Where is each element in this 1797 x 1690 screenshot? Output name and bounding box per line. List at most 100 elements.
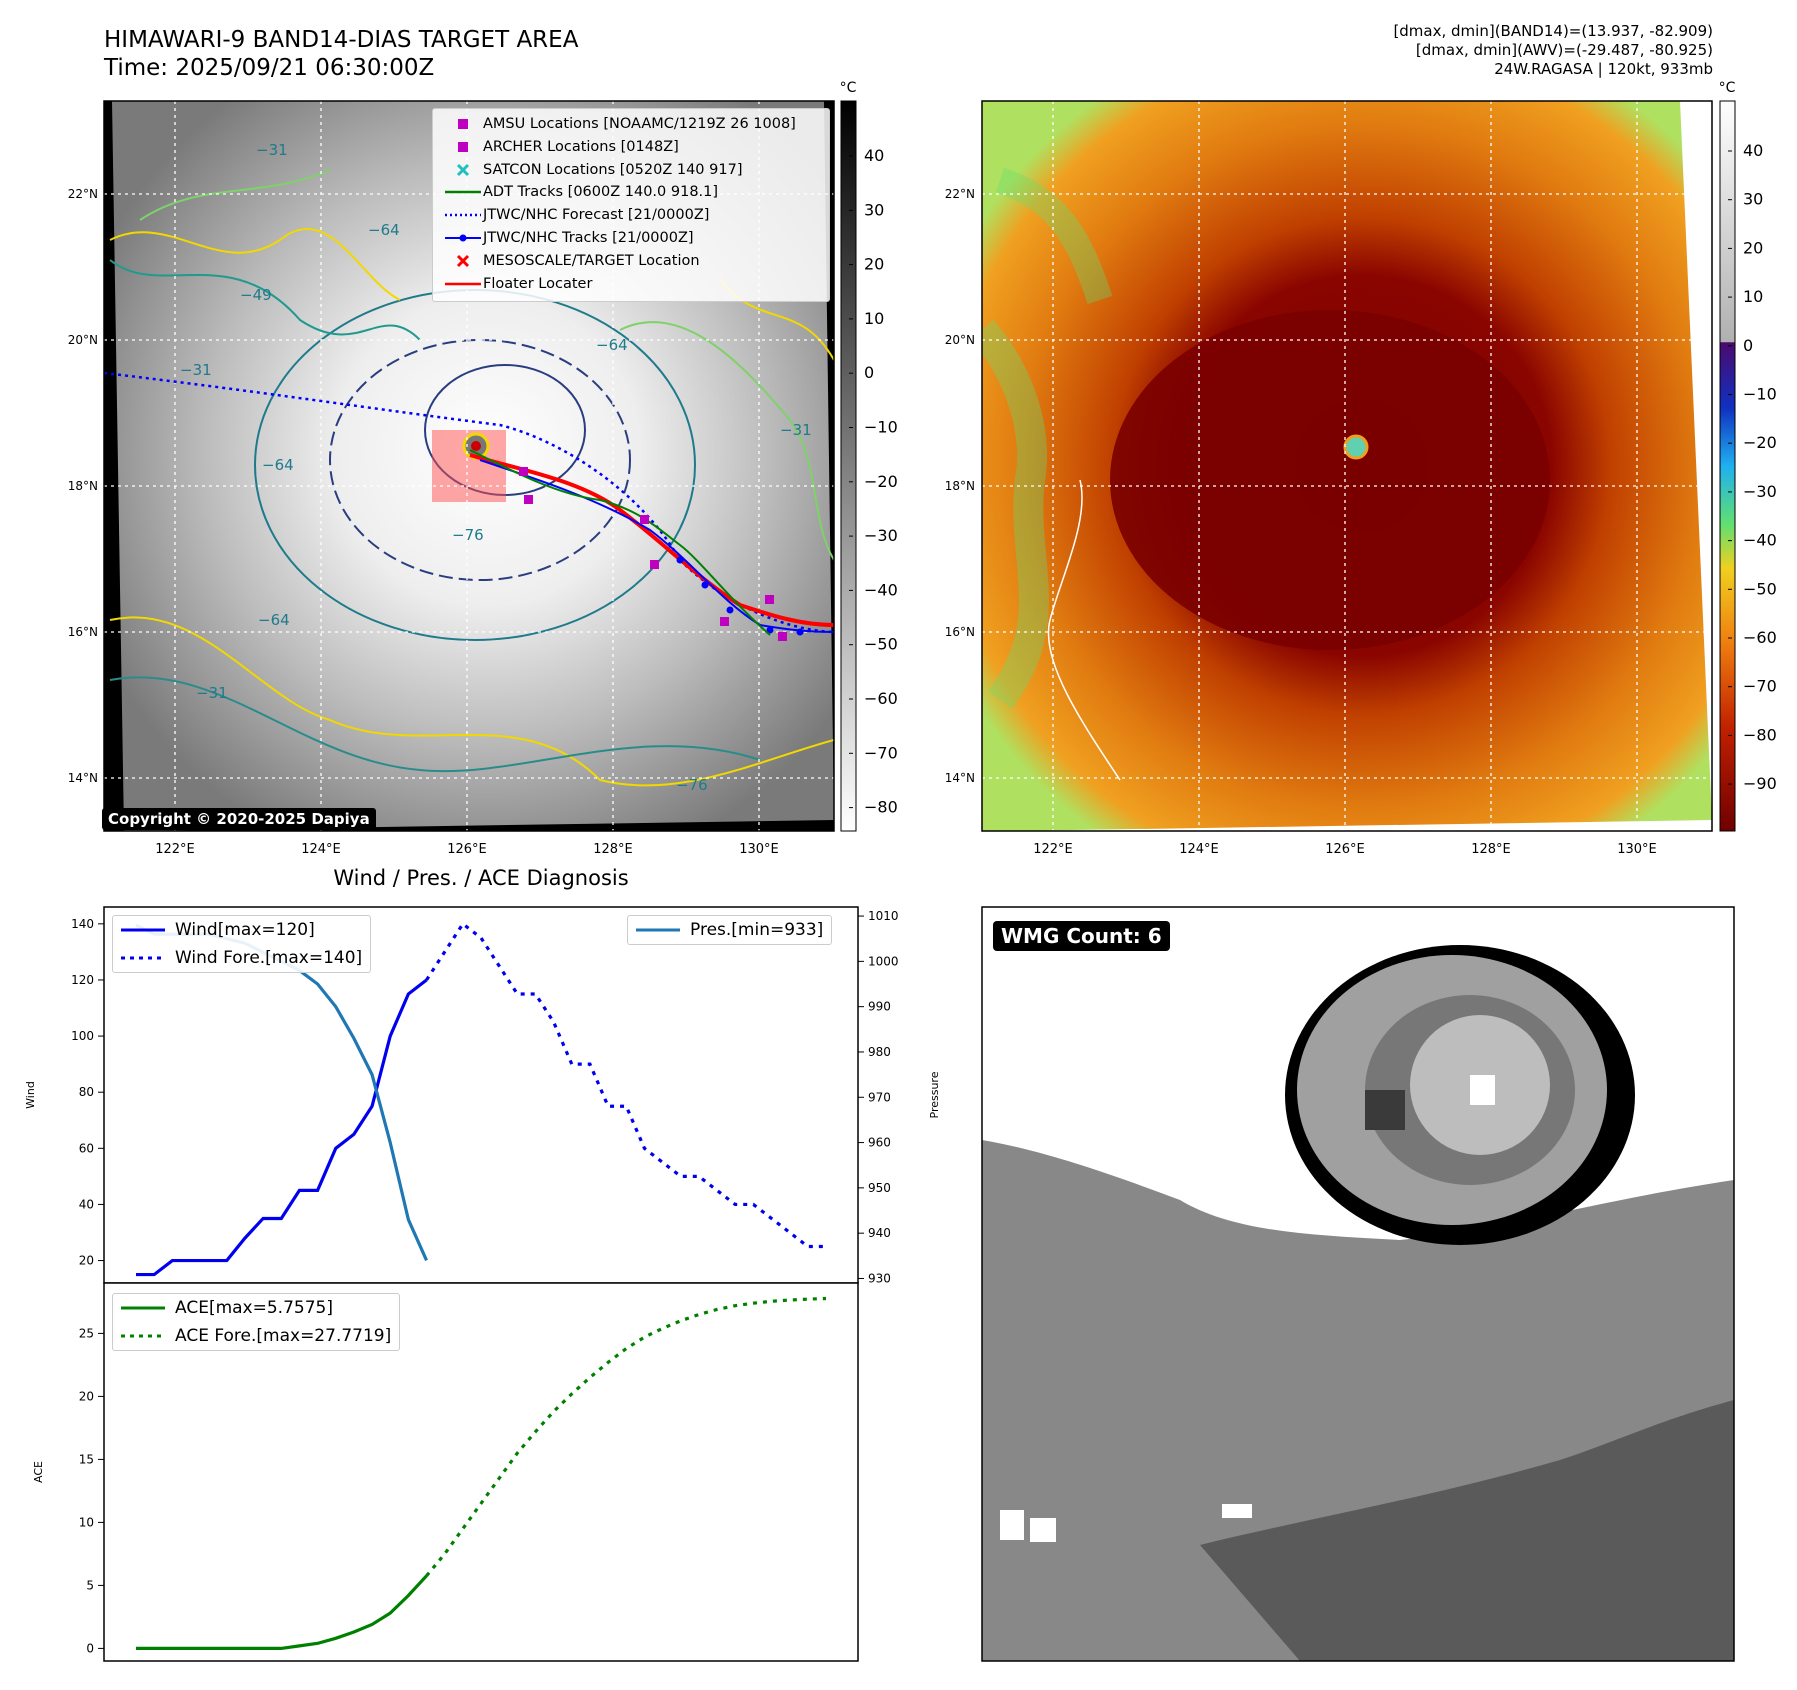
colorbar-left-tick-label: 40	[864, 146, 884, 165]
lat-label: 18°N	[68, 479, 98, 493]
wind-tick-label: 140	[71, 917, 94, 931]
pressure-tick-label: 1010	[868, 909, 899, 923]
contour-label: −64	[368, 221, 400, 239]
pressure-tick-label: 970	[868, 1090, 891, 1104]
lat-label: 16°N	[945, 625, 975, 639]
contour-label: −76	[452, 526, 484, 544]
track-legend-entry: JTWC/NHC Tracks [21/0000Z]	[443, 227, 694, 249]
colorbar-left-tick-label: 10	[864, 309, 884, 328]
ace-tick-label: 10	[79, 1515, 94, 1529]
legend-symbol	[443, 205, 483, 225]
contour-label: −64	[262, 456, 294, 474]
lon-label: 124°E	[301, 842, 341, 857]
colorbar-right-tick-label: −20	[1743, 433, 1777, 452]
pressure-tick-label: 980	[868, 1045, 891, 1059]
legend-symbol	[443, 160, 483, 180]
colorbar-left-tick-label: −40	[864, 580, 898, 599]
ace-series-line-0	[136, 1574, 428, 1651]
contour-label: −49	[240, 286, 272, 304]
legend-label: AMSU Locations [NOAAMC/1219Z 26 1008]	[483, 116, 796, 132]
ace-tick-label: 20	[79, 1389, 94, 1403]
colorbar-left-tick-label: 30	[864, 200, 884, 219]
colorbar-right: °C 40 30 20 10 0 −10 −20 −30 −40 −50 −60 −70 −80 −90	[1719, 80, 1777, 832]
ir-map-right	[981, 100, 1713, 832]
pressure-legend: Pres.[min=933]	[627, 915, 833, 945]
colorbar-left-tick-label: −60	[864, 689, 898, 708]
ace-legend-label: ACE[max=5.7575]	[175, 1298, 333, 1318]
legend-symbol	[443, 182, 483, 202]
colorbar-right-unit: °C	[1719, 80, 1736, 96]
lon-labels-right: 122°E 124°E 126°E 128°E 130°E	[1033, 842, 1657, 857]
lat-label: 20°N	[68, 333, 98, 347]
lat-label: 18°N	[945, 479, 975, 493]
contour-label: −31	[196, 684, 228, 702]
colorbar-right-tick-label: −50	[1743, 579, 1777, 598]
colorbar-left-tick-label: −50	[864, 635, 898, 654]
lat-label: 20°N	[945, 333, 975, 347]
wind-tick-label: 100	[71, 1029, 94, 1043]
lon-label: 128°E	[593, 842, 633, 857]
lon-label: 126°E	[447, 842, 487, 857]
lat-labels-left: 22°N 20°N 18°N 16°N 14°N	[68, 187, 98, 785]
colorbar-right-tick-label: 10	[1743, 287, 1763, 306]
pressure-legend-label: Pres.[min=933]	[690, 920, 824, 940]
lon-label: 130°E	[739, 842, 779, 857]
title-line-1: HIMAWARI-9 BAND14-DIAS TARGET AREA	[104, 27, 579, 53]
lat-labels-right: 22°N 20°N 18°N 16°N 14°N	[945, 187, 975, 785]
lon-label: 122°E	[155, 842, 195, 857]
legend-symbol	[443, 137, 483, 157]
legend-label: MESOSCALE/TARGET Location	[483, 252, 700, 269]
wind-tick-label: 120	[71, 973, 94, 987]
colorbar-right-tick-label: 30	[1743, 190, 1763, 209]
track-legend-entry: Floater Locater	[443, 273, 592, 295]
colorbar-left-tick-label: 20	[864, 255, 884, 274]
colorbar-right-tick-label: −10	[1743, 385, 1777, 404]
lon-label: 122°E	[1033, 842, 1073, 857]
wmg-count-badge: WMG Count: 6	[993, 921, 1170, 951]
colorbar-right-tick-label: −80	[1743, 725, 1777, 744]
legend-label: SATCON Locations [0520Z 140 917]	[483, 161, 743, 178]
wind-legend-label: Wind[max=120]	[175, 920, 315, 940]
track-legend-entry: SATCON Locations [0520Z 140 917]	[443, 159, 742, 181]
ace-legend-entry: ACE[max=5.7575]	[113, 1294, 399, 1322]
ace-fore-legend-label: ACE Fore.[max=27.7719]	[175, 1326, 392, 1346]
chart-title: Wind / Pres. / ACE Diagnosis	[333, 866, 628, 890]
contour-label: −31	[780, 421, 812, 439]
series-line-1	[425, 921, 826, 1249]
colorbar-right-tick-label: 0	[1743, 336, 1753, 355]
lon-label: 130°E	[1617, 842, 1657, 857]
track-legend-entry: ADT Tracks [0600Z 140.0 918.1]	[443, 181, 718, 203]
legend-label: ADT Tracks [0600Z 140.0 918.1]	[483, 184, 719, 201]
pressure-legend-entry: Pres.[min=933]	[628, 916, 831, 944]
figure-title: HIMAWARI-9 BAND14-DIAS TARGET AREA Time: …	[104, 26, 578, 82]
colorbar-left-tick-label: −20	[864, 472, 898, 491]
legend-symbol	[443, 114, 483, 134]
pressure-tick-label: 950	[868, 1181, 891, 1195]
series-line-0	[136, 978, 428, 1277]
colorbar-right-tick-label: 20	[1743, 238, 1763, 257]
colorbar-right-tick-label: −70	[1743, 677, 1777, 696]
wind-fore-legend-label: Wind Fore.[max=140]	[175, 948, 363, 968]
legend-symbol	[443, 228, 483, 248]
wind-tick-label: 40	[79, 1197, 94, 1211]
colorbar-right-tick-label: −60	[1743, 628, 1777, 647]
pressure-tick-label: 960	[868, 1136, 891, 1150]
legend-label: JTWC/NHC Tracks [21/0000Z]	[483, 230, 694, 246]
track-legend-entry: AMSU Locations [NOAAMC/1219Z 26 1008]	[443, 113, 796, 135]
info-line-2: [dmax, dmin](AWV)=(-29.487, -80.925)	[1415, 41, 1713, 59]
wind-tick-label: 20	[79, 1254, 94, 1268]
contour-label: −31	[256, 141, 288, 159]
pressure-axis-label: Pressure	[928, 1071, 941, 1118]
lat-label: 16°N	[68, 625, 98, 639]
wmg-panel	[981, 906, 1735, 1662]
pressure-tick-label: 1000	[868, 954, 899, 968]
colorbar-left-unit: °C	[840, 80, 857, 96]
lat-label: 22°N	[68, 187, 98, 201]
contour-label: −64	[258, 611, 290, 629]
legend-symbol	[443, 274, 483, 294]
info-line-3: 24W.RAGASA | 120kt, 933mb	[1494, 60, 1713, 78]
colorbar-right-tick-label: −30	[1743, 482, 1777, 501]
lon-label: 126°E	[1325, 842, 1365, 857]
lon-label: 124°E	[1179, 842, 1219, 857]
